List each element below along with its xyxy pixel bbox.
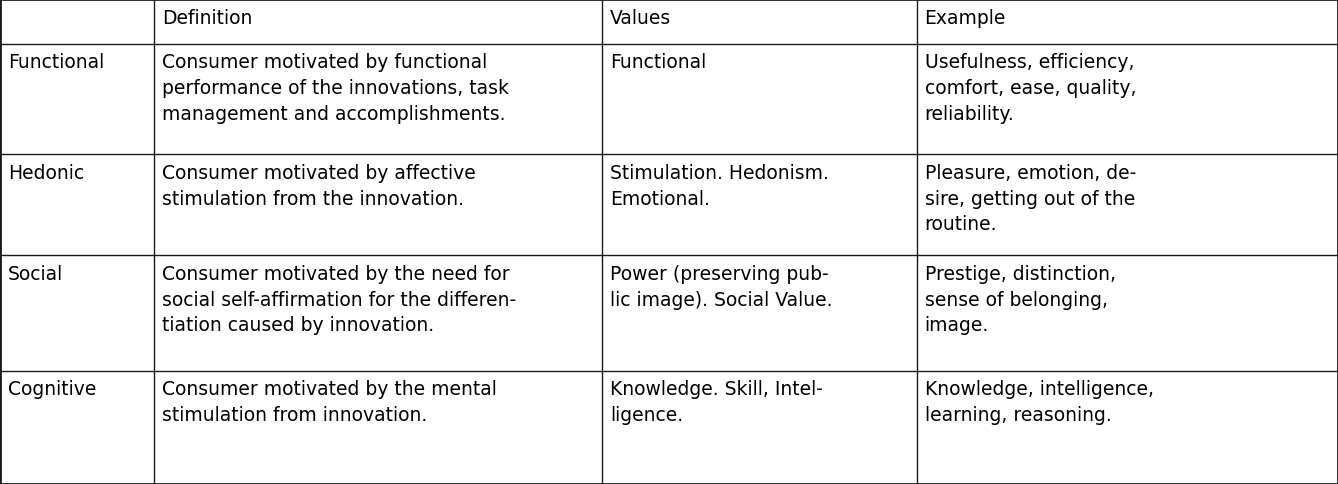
Text: Functional: Functional (610, 53, 706, 72)
Text: Prestige, distinction,
sense of belonging,
image.: Prestige, distinction, sense of belongin… (925, 264, 1116, 334)
Text: Functional: Functional (8, 53, 104, 72)
Text: Power (preserving pub-
lic image). Social Value.: Power (preserving pub- lic image). Socia… (610, 264, 832, 309)
Text: Social: Social (8, 264, 63, 283)
Text: Hedonic: Hedonic (8, 164, 84, 182)
Text: Consumer motivated by the mental
stimulation from innovation.: Consumer motivated by the mental stimula… (162, 379, 496, 424)
Text: Stimulation. Hedonism.
Emotional.: Stimulation. Hedonism. Emotional. (610, 164, 830, 208)
Text: Consumer motivated by affective
stimulation from the innovation.: Consumer motivated by affective stimulat… (162, 164, 475, 208)
Text: Cognitive: Cognitive (8, 379, 96, 398)
Text: Knowledge. Skill, Intel-
ligence.: Knowledge. Skill, Intel- ligence. (610, 379, 823, 424)
Text: Consumer motivated by functional
performance of the innovations, task
management: Consumer motivated by functional perform… (162, 53, 508, 123)
Text: Knowledge, intelligence,
learning, reasoning.: Knowledge, intelligence, learning, reaso… (925, 379, 1153, 424)
Text: Usefulness, efficiency,
comfort, ease, quality,
reliability.: Usefulness, efficiency, comfort, ease, q… (925, 53, 1136, 123)
Text: Example: Example (925, 9, 1006, 28)
Text: Pleasure, emotion, de-
sire, getting out of the
routine.: Pleasure, emotion, de- sire, getting out… (925, 164, 1136, 234)
Text: Definition: Definition (162, 9, 253, 28)
Text: Values: Values (610, 9, 672, 28)
Text: Consumer motivated by the need for
social self-affirmation for the differen-
tia: Consumer motivated by the need for socia… (162, 264, 516, 334)
